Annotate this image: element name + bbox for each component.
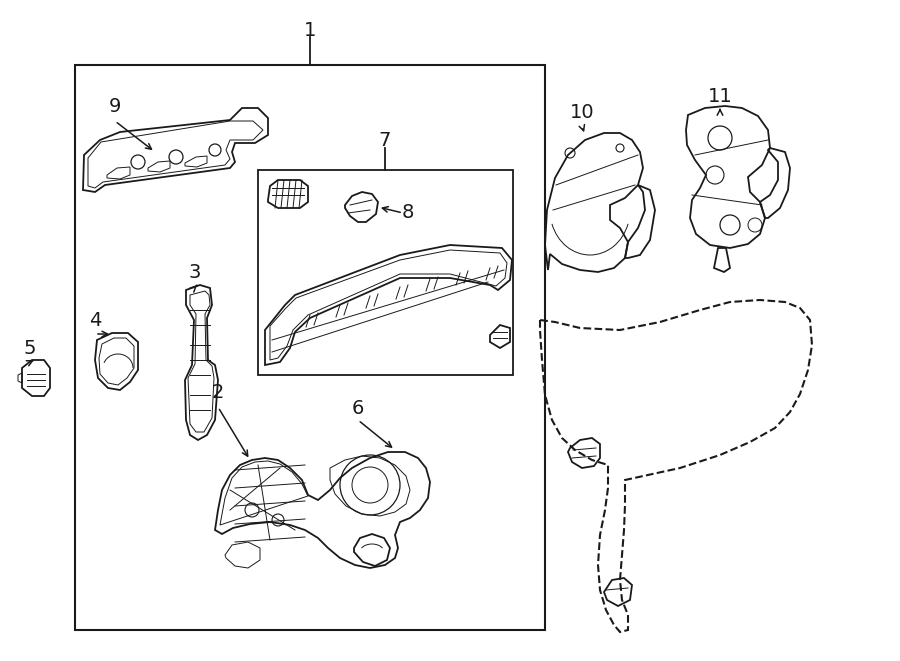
Text: 6: 6 [352,399,365,418]
Bar [258,170,513,375]
Bar [75,65,545,630]
Text: 3: 3 [189,264,202,282]
Text: 5: 5 [23,338,36,358]
Text: 7: 7 [379,130,392,149]
Text: 9: 9 [109,98,122,116]
Text: 4: 4 [89,311,101,329]
Text: 8: 8 [401,204,414,223]
Text: 1: 1 [304,20,316,40]
Text: 11: 11 [707,87,733,106]
Text: 10: 10 [570,102,594,122]
Text: 2: 2 [212,383,224,403]
